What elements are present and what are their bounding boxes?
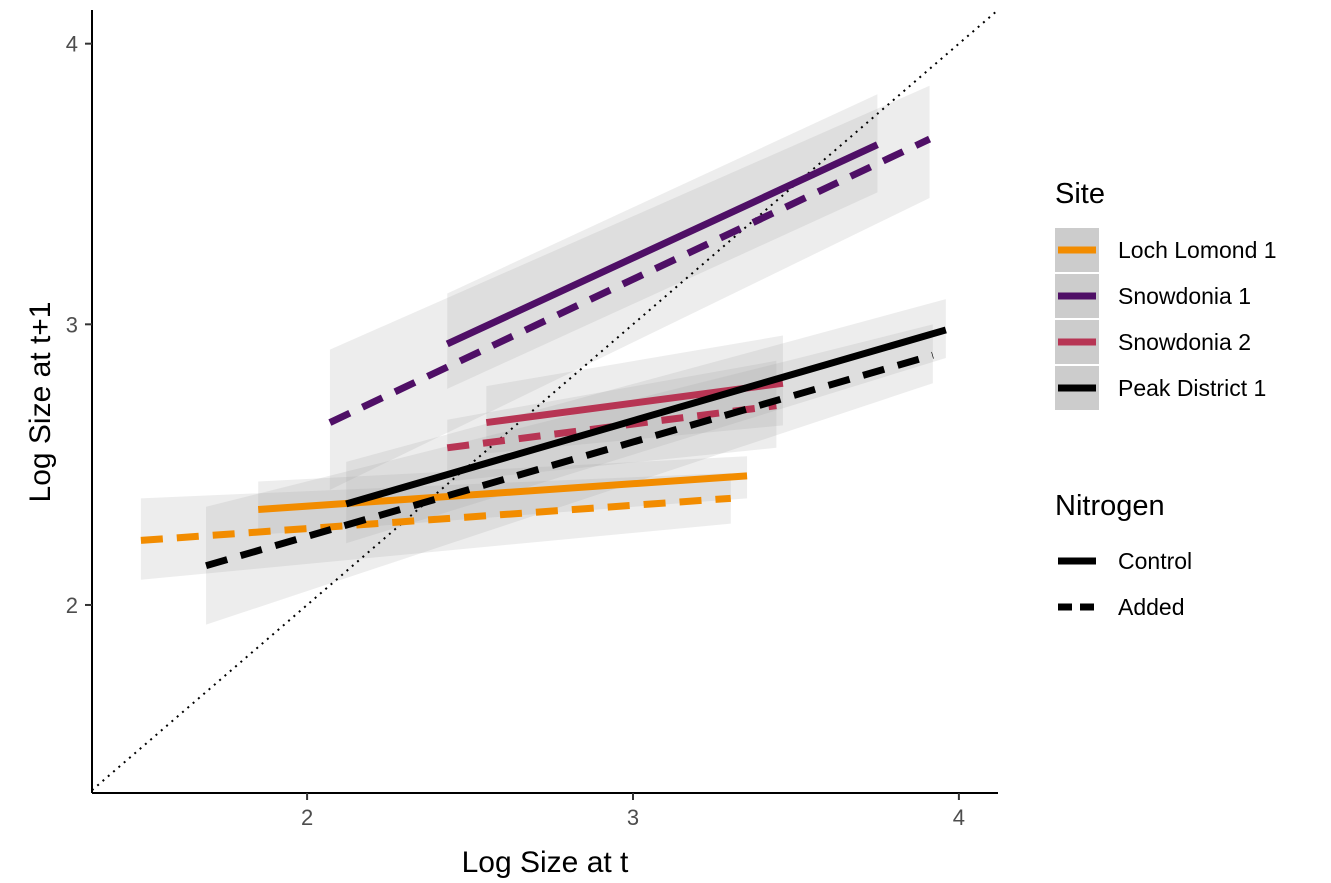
- nitrogen-legend-title: Nitrogen: [1055, 490, 1165, 522]
- fit-lines: [140, 135, 947, 570]
- legend-label-snowdonia-1: Snowdonia 1: [1118, 283, 1251, 309]
- nitrogen-legend: Nitrogen Control Added: [1055, 490, 1192, 620]
- site-legend: Site Loch Lomond 1 Snowdonia 1 Snowdonia 2…: [1055, 178, 1277, 410]
- x-tick-label: 3: [627, 805, 639, 830]
- y-tick-label: 4: [66, 32, 78, 57]
- y-ticks: 2 3 4: [66, 32, 92, 618]
- x-axis-title: Log Size at t: [462, 846, 629, 879]
- site-legend-title: Site: [1055, 178, 1105, 210]
- ci-band-peak-district-1-added: [206, 324, 933, 625]
- x-ticks: 2 3 4: [301, 793, 965, 830]
- fit-line-peak-district-1-control: [345, 326, 947, 508]
- fit-line-snowdonia-1-control: [445, 141, 879, 348]
- x-tick-label: 4: [953, 805, 965, 830]
- ci-band-snowdonia-2-control: [486, 335, 783, 454]
- fit-line-loch-lomond-1-added: [140, 494, 732, 544]
- fit-line-loch-lomond-1-control: [257, 472, 748, 514]
- legend-key-snowdonia-2: [1055, 320, 1099, 364]
- legend-key-loch-lomond-1: [1055, 228, 1099, 272]
- axes: 2 3 4 2 3 4: [66, 10, 998, 830]
- y-axis-title: Log Size at t+1: [24, 302, 57, 503]
- fit-line-peak-district-1-added: [205, 351, 934, 570]
- x-tick-label: 2: [301, 805, 313, 830]
- legend-key-snowdonia-1: [1055, 274, 1099, 318]
- legend-label-control: Control: [1118, 548, 1192, 574]
- legend-label-loch-lomond-1: Loch Lomond 1: [1118, 237, 1277, 263]
- legend-label-snowdonia-2: Snowdonia 2: [1118, 329, 1251, 355]
- ci-band-loch-lomond-1-added: [140, 473, 731, 580]
- legend-label-added: Added: [1118, 594, 1185, 620]
- y-tick-label: 2: [66, 593, 78, 618]
- legend-key-peak-district-1: [1055, 366, 1099, 410]
- legend-label-peak-district-1: Peak District 1: [1118, 375, 1266, 401]
- y-tick-label: 3: [66, 312, 78, 337]
- fit-line-snowdonia-1-added: [328, 135, 932, 426]
